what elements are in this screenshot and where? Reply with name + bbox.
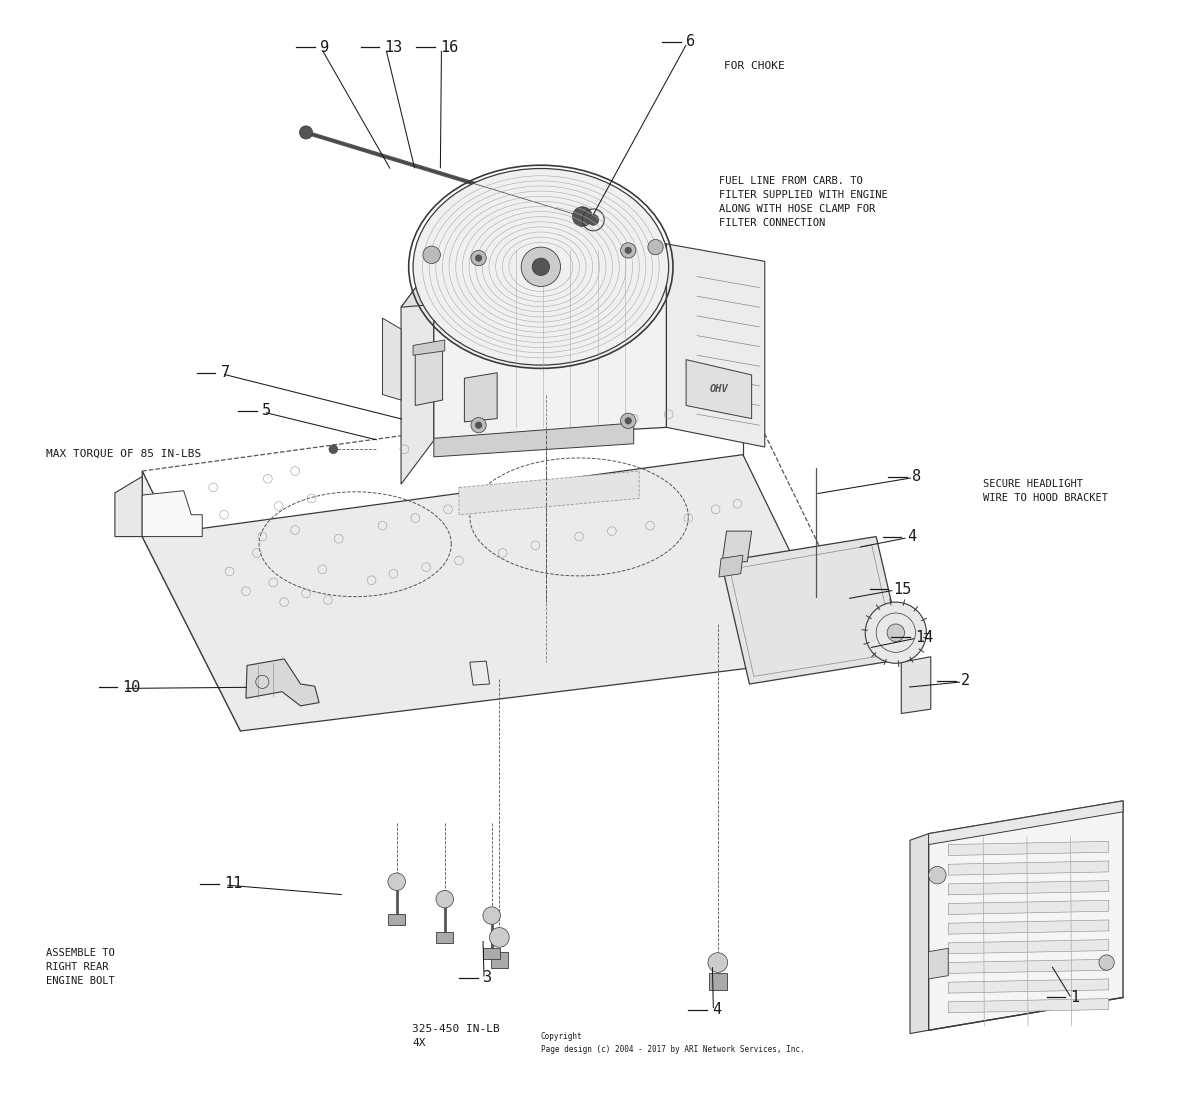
Text: ASSEMBLE TO
RIGHT REAR
ENGINE BOLT: ASSEMBLE TO RIGHT REAR ENGINE BOLT	[46, 948, 114, 987]
Polygon shape	[142, 454, 841, 731]
Circle shape	[471, 417, 486, 433]
Polygon shape	[949, 999, 1109, 1013]
Circle shape	[329, 445, 337, 453]
Polygon shape	[949, 841, 1109, 855]
Polygon shape	[491, 952, 509, 968]
Polygon shape	[142, 491, 202, 537]
Polygon shape	[910, 833, 929, 1034]
Circle shape	[572, 207, 592, 227]
Polygon shape	[388, 914, 406, 925]
Polygon shape	[435, 932, 453, 943]
Polygon shape	[382, 319, 401, 400]
Text: 5: 5	[262, 403, 271, 418]
Circle shape	[621, 243, 636, 258]
Circle shape	[388, 873, 406, 890]
Circle shape	[532, 258, 550, 276]
Polygon shape	[401, 264, 434, 484]
Circle shape	[865, 602, 926, 664]
Text: 4: 4	[906, 529, 916, 544]
Circle shape	[1099, 955, 1114, 970]
Text: 13: 13	[385, 39, 402, 55]
Polygon shape	[142, 471, 241, 731]
Polygon shape	[902, 657, 931, 714]
Text: 16: 16	[440, 39, 459, 55]
Polygon shape	[949, 940, 1109, 954]
Polygon shape	[686, 359, 752, 418]
Ellipse shape	[413, 169, 669, 365]
Polygon shape	[949, 959, 1109, 973]
Circle shape	[625, 247, 631, 254]
Polygon shape	[459, 471, 640, 515]
Circle shape	[708, 953, 728, 972]
Polygon shape	[722, 531, 752, 562]
Text: 6: 6	[686, 34, 695, 49]
Polygon shape	[434, 244, 667, 440]
Polygon shape	[949, 979, 1109, 993]
Circle shape	[476, 422, 481, 428]
Text: ARI
Network: ARI Network	[498, 479, 584, 518]
Polygon shape	[929, 800, 1123, 844]
Polygon shape	[434, 423, 634, 457]
Text: SECURE HEADLIGHT
WIRE TO HOOD BRACKET: SECURE HEADLIGHT WIRE TO HOOD BRACKET	[983, 479, 1108, 503]
Polygon shape	[415, 345, 442, 405]
Text: 11: 11	[224, 876, 242, 891]
Text: 9: 9	[320, 39, 329, 55]
Polygon shape	[949, 920, 1109, 934]
Text: 10: 10	[123, 680, 140, 695]
Polygon shape	[929, 948, 949, 979]
Text: 14: 14	[916, 630, 933, 645]
Polygon shape	[401, 244, 667, 308]
Polygon shape	[413, 339, 445, 355]
Circle shape	[522, 247, 560, 287]
Polygon shape	[667, 244, 765, 447]
Text: 325-450 IN-LB
4X: 325-450 IN-LB 4X	[412, 1024, 499, 1048]
Polygon shape	[929, 800, 1123, 1030]
Circle shape	[929, 866, 946, 884]
Polygon shape	[483, 948, 500, 959]
Circle shape	[300, 126, 313, 139]
Text: 2: 2	[962, 673, 970, 689]
Text: FUEL LINE FROM CARB. TO
FILTER SUPPLIED WITH ENGINE
ALONG WITH HOSE CLAMP FOR
FI: FUEL LINE FROM CARB. TO FILTER SUPPLIED …	[719, 176, 887, 228]
Text: FOR CHOKE: FOR CHOKE	[725, 61, 785, 71]
Text: 7: 7	[221, 366, 230, 380]
Polygon shape	[721, 537, 905, 684]
Text: 4: 4	[713, 1002, 721, 1017]
Circle shape	[621, 413, 636, 428]
Circle shape	[483, 907, 500, 924]
Circle shape	[476, 255, 481, 262]
Circle shape	[435, 890, 453, 908]
Text: 3: 3	[483, 970, 492, 986]
Text: OHV: OHV	[709, 384, 728, 394]
Circle shape	[490, 927, 510, 947]
Polygon shape	[719, 555, 743, 577]
Text: 15: 15	[893, 581, 912, 597]
Polygon shape	[465, 372, 497, 422]
Polygon shape	[709, 973, 727, 990]
Circle shape	[648, 240, 663, 255]
Polygon shape	[949, 861, 1109, 875]
Circle shape	[887, 624, 905, 642]
Circle shape	[625, 417, 631, 424]
Circle shape	[471, 251, 486, 266]
Polygon shape	[949, 880, 1109, 895]
Text: MAX TORQUE OF 85 IN-LBS: MAX TORQUE OF 85 IN-LBS	[46, 449, 202, 459]
Text: 8: 8	[912, 469, 922, 484]
Circle shape	[588, 215, 598, 226]
Text: 1: 1	[1070, 990, 1080, 1005]
Polygon shape	[245, 659, 319, 706]
Circle shape	[422, 246, 440, 264]
Polygon shape	[949, 900, 1109, 914]
Text: Copyright
Page design (c) 2004 - 2017 by ARI Network Services, Inc.: Copyright Page design (c) 2004 - 2017 by…	[540, 1033, 805, 1054]
Polygon shape	[114, 476, 142, 537]
